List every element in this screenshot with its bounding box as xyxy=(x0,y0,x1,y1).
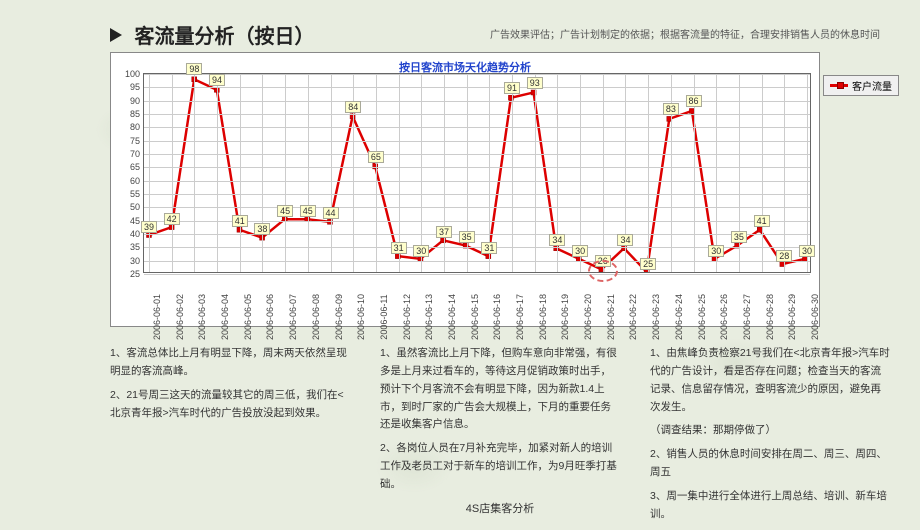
data-label: 31 xyxy=(391,242,407,254)
data-label: 41 xyxy=(232,215,248,227)
y-tick-label: 50 xyxy=(122,202,140,212)
x-tick-label: 2006-06-24 xyxy=(674,294,684,340)
data-label: 30 xyxy=(413,245,429,257)
x-tick-label: 2006-06-12 xyxy=(402,294,412,340)
data-label: 44 xyxy=(323,207,339,219)
x-tick-label: 2006-06-21 xyxy=(606,294,616,340)
x-tick-label: 2006-06-22 xyxy=(628,294,638,340)
legend-swatch-icon xyxy=(830,84,848,87)
x-tick-label: 2006-06-18 xyxy=(538,294,548,340)
col3-p2: （调查结果：那期停做了） xyxy=(650,422,890,440)
data-label: 37 xyxy=(436,226,452,238)
y-tick-label: 95 xyxy=(122,82,140,92)
data-label: 93 xyxy=(527,77,543,89)
highlight-ring-icon xyxy=(588,260,618,282)
x-tick-label: 2006-06-02 xyxy=(175,294,185,340)
x-tick-label: 2006-06-01 xyxy=(152,294,162,340)
x-tick-label: 2006-06-14 xyxy=(447,294,457,340)
y-tick-label: 45 xyxy=(122,216,140,226)
data-label: 30 xyxy=(799,245,815,257)
x-tick-label: 2006-06-07 xyxy=(288,294,298,340)
x-tick-label: 2006-06-10 xyxy=(356,294,366,340)
col1-p2: 2、21号周三这天的流量较其它的周三低，我们在<北京青年报>汽车时代的广告投放没… xyxy=(110,387,350,423)
traffic-chart: 按日客流市场天化趋势分析 客户流量 2530354045505560657075… xyxy=(110,52,820,327)
col3-p1: 1、由焦峰负责检察21号我们在<北京青年报>汽车时代的广告设计，看是否存在问题；… xyxy=(650,345,890,416)
data-label: 35 xyxy=(459,231,475,243)
col3-p3: 2、销售人员的休息时间安排在周二、周三、周四、周五 xyxy=(650,446,890,482)
footer-label: 4S店集客分析 xyxy=(380,500,620,519)
data-label: 65 xyxy=(368,151,384,163)
data-label: 94 xyxy=(209,74,225,86)
x-tick-label: 2006-06-26 xyxy=(719,294,729,340)
y-tick-label: 40 xyxy=(122,229,140,239)
analysis-col-3: 1、由焦峰负责检察21号我们在<北京青年报>汽车时代的广告设计，看是否存在问题；… xyxy=(650,345,890,530)
legend-label: 客户流量 xyxy=(852,78,892,93)
x-tick-label: 2006-06-15 xyxy=(470,294,480,340)
chart-legend: 客户流量 xyxy=(823,75,899,96)
data-label: 38 xyxy=(254,223,270,235)
data-label: 30 xyxy=(708,245,724,257)
data-label: 28 xyxy=(776,250,792,262)
col1-p1: 1、客流总体比上月有明显下降，周末两天依然呈现明显的客流高峰。 xyxy=(110,345,350,381)
y-tick-label: 100 xyxy=(122,69,140,79)
x-tick-label: 2006-06-25 xyxy=(697,294,707,340)
col2-p2: 2、各岗位人员在7月补充完毕，加紧对新人的培训工作及老员工对于新车的培训工作，为… xyxy=(380,440,620,494)
page-title: 客流量分析（按日） xyxy=(134,26,314,48)
col3-p4: 3、周一集中进行全体进行上周总结、培训、新车培训。 xyxy=(650,488,890,524)
y-tick-label: 35 xyxy=(122,242,140,252)
data-label: 31 xyxy=(481,242,497,254)
x-tick-label: 2006-06-11 xyxy=(379,294,389,339)
y-tick-label: 60 xyxy=(122,176,140,186)
y-tick-label: 70 xyxy=(122,149,140,159)
y-tick-label: 80 xyxy=(122,122,140,132)
data-label: 25 xyxy=(640,258,656,270)
data-label: 84 xyxy=(345,101,361,113)
page-subtitle: 广告效果评估；广告计划制定的依据；根据客流量的特征，合理安排销售人员的休息时间 xyxy=(490,26,880,41)
data-label: 39 xyxy=(141,221,157,233)
data-label: 83 xyxy=(663,103,679,115)
data-label: 86 xyxy=(686,95,702,107)
x-tick-label: 2006-06-04 xyxy=(220,294,230,340)
x-tick-label: 2006-06-16 xyxy=(492,294,502,340)
y-tick-label: 75 xyxy=(122,136,140,146)
chart-plot-area: 2530354045505560657075808590951002006-06… xyxy=(143,73,811,273)
data-label: 34 xyxy=(617,234,633,246)
analysis-col-2: 1、虽然客流比上月下降，但购车意向非常强，有很多是上月来过看车的，等待这月促销政… xyxy=(380,345,620,530)
data-label: 42 xyxy=(164,213,180,225)
analysis-col-1: 1、客流总体比上月有明显下降，周末两天依然呈现明显的客流高峰。 2、21号周三这… xyxy=(110,345,350,530)
data-label: 30 xyxy=(572,245,588,257)
x-tick-label: 2006-06-17 xyxy=(515,294,525,340)
x-tick-label: 2006-06-06 xyxy=(265,294,275,340)
x-tick-label: 2006-06-30 xyxy=(810,294,820,340)
data-label: 35 xyxy=(731,231,747,243)
y-tick-label: 65 xyxy=(122,162,140,172)
y-tick-label: 85 xyxy=(122,109,140,119)
x-tick-label: 2006-06-05 xyxy=(243,294,253,340)
y-tick-label: 90 xyxy=(122,96,140,106)
data-label: 34 xyxy=(549,234,565,246)
header-triangle-icon xyxy=(110,28,122,42)
data-label: 91 xyxy=(504,82,520,94)
data-label: 45 xyxy=(277,205,293,217)
x-tick-label: 2006-06-28 xyxy=(765,294,775,340)
x-tick-label: 2006-06-13 xyxy=(424,294,434,340)
data-label: 45 xyxy=(300,205,316,217)
x-tick-label: 2006-06-20 xyxy=(583,294,593,340)
analysis-columns: 1、客流总体比上月有明显下降，周末两天依然呈现明显的客流高峰。 2、21号周三这… xyxy=(110,345,890,530)
data-label: 41 xyxy=(754,215,770,227)
x-tick-label: 2006-06-27 xyxy=(742,294,752,340)
col2-p1: 1、虽然客流比上月下降，但购车意向非常强，有很多是上月来过看车的，等待这月促销政… xyxy=(380,345,620,434)
x-tick-label: 2006-06-03 xyxy=(197,294,207,340)
x-tick-label: 2006-06-08 xyxy=(311,294,321,340)
x-tick-label: 2006-06-23 xyxy=(651,294,661,340)
y-tick-label: 30 xyxy=(122,256,140,266)
x-tick-label: 2006-06-09 xyxy=(334,294,344,340)
y-tick-label: 25 xyxy=(122,269,140,279)
x-tick-label: 2006-06-29 xyxy=(787,294,797,340)
data-label: 98 xyxy=(186,63,202,75)
x-tick-label: 2006-06-19 xyxy=(560,294,570,340)
y-tick-label: 55 xyxy=(122,189,140,199)
